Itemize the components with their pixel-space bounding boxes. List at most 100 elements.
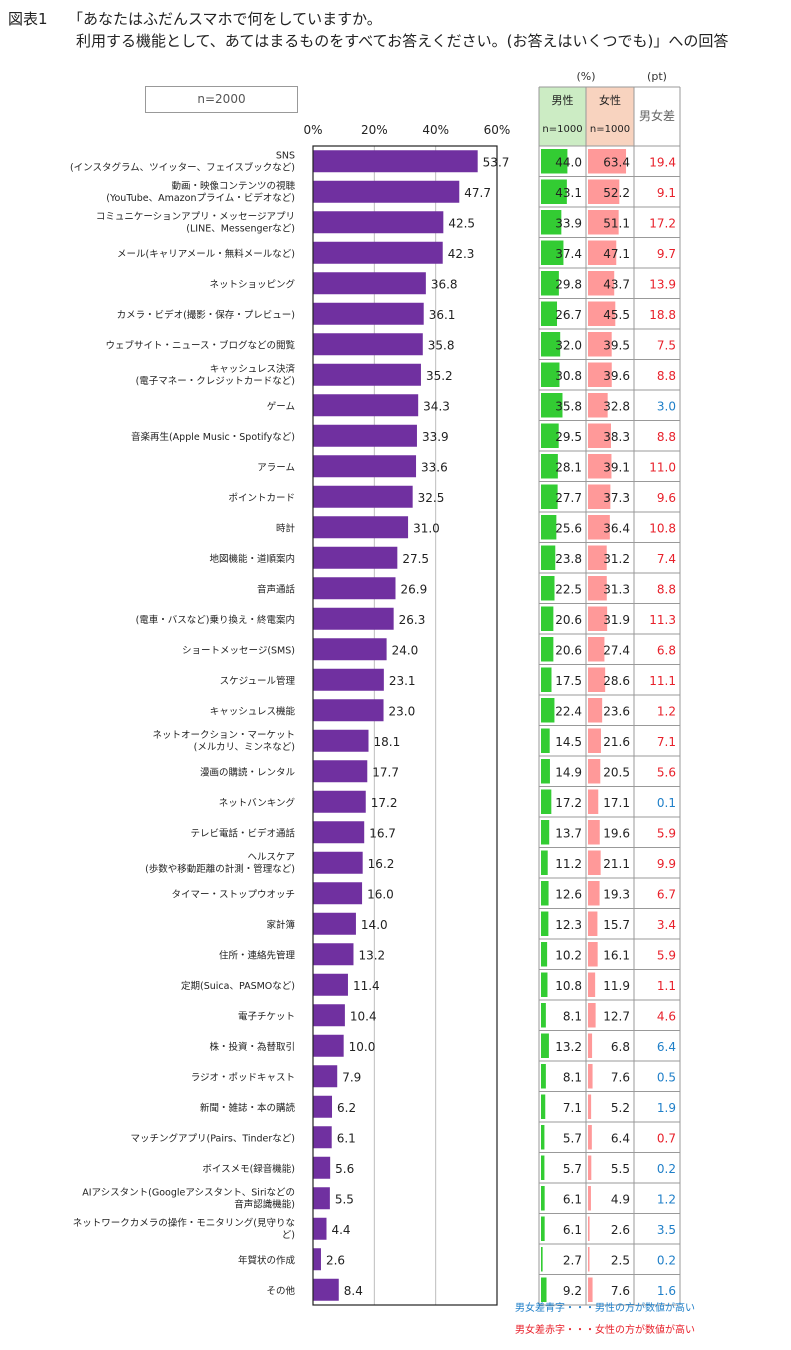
total-value-label: 10.0 — [349, 1040, 376, 1054]
male-bar — [541, 454, 558, 479]
male-bar — [541, 484, 558, 509]
total-value-label: 33.9 — [422, 430, 449, 444]
female-n-label: n=1000 — [590, 124, 630, 135]
male-bar — [541, 210, 562, 235]
diff-value-label: 3.4 — [657, 918, 676, 932]
diff-value-label: 10.8 — [649, 521, 676, 535]
male-value-label: 22.5 — [555, 582, 582, 596]
figure-label: 図表1 — [8, 10, 48, 28]
male-value-label: 20.6 — [555, 643, 582, 657]
female-bar — [588, 454, 612, 479]
female-value-label: 2.6 — [611, 1223, 630, 1237]
male-value-label: 32.0 — [555, 338, 582, 352]
male-bar — [541, 393, 563, 418]
female-value-label: 21.1 — [603, 857, 630, 871]
category-label: 新聞・雑誌・本の購読 — [200, 1102, 296, 1114]
male-bar — [541, 1003, 546, 1028]
male-bar — [541, 423, 559, 448]
diff-value-label: 11.1 — [649, 674, 676, 688]
total-value-label: 24.0 — [392, 643, 419, 657]
female-value-label: 28.6 — [603, 674, 630, 688]
total-bar — [313, 1278, 339, 1301]
male-bar — [541, 820, 550, 845]
total-value-label: 18.1 — [374, 735, 401, 749]
category-label: SNS — [276, 150, 295, 161]
male-value-label: 23.8 — [555, 552, 582, 566]
total-value-label: 16.0 — [367, 887, 394, 901]
male-value-label: 7.1 — [563, 1101, 582, 1115]
male-bar — [541, 240, 564, 265]
diff-value-label: 9.7 — [657, 247, 676, 261]
total-bar — [313, 1126, 332, 1149]
female-value-label: 21.6 — [603, 735, 630, 749]
male-value-label: 22.4 — [555, 704, 582, 718]
male-bar — [541, 179, 567, 204]
female-bar — [588, 881, 600, 906]
category-label: ポイントカード — [228, 493, 295, 504]
total-value-label: 26.9 — [400, 582, 427, 596]
male-value-label: 26.7 — [555, 308, 582, 322]
category-label: ショートメッセージ(SMS) — [182, 645, 295, 656]
total-bar — [313, 821, 365, 844]
total-bar — [313, 485, 413, 508]
total-value-label: 26.3 — [399, 613, 426, 627]
female-bar — [588, 1033, 593, 1058]
total-value-label: 33.6 — [421, 460, 448, 474]
category-label: ネットワークカメラの操作・モニタリング(見守りな — [73, 1217, 295, 1229]
total-bar — [313, 150, 478, 173]
total-bar — [313, 1187, 330, 1210]
female-value-label: 7.6 — [611, 1070, 630, 1084]
male-bar — [541, 637, 554, 662]
female-value-label: 47.1 — [603, 247, 630, 261]
total-value-label: 53.7 — [483, 155, 510, 169]
total-bar — [313, 638, 387, 661]
total-bar — [313, 333, 423, 356]
category-label: 動画・映像コンテンツの視聴 — [171, 180, 295, 192]
total-value-label: 23.0 — [389, 704, 416, 718]
legend-red: 男女差赤字・・・女性の方が数値が高い — [515, 1325, 695, 1336]
total-value-label: 27.5 — [402, 552, 429, 566]
male-value-label: 35.8 — [555, 399, 582, 413]
category-label: ウェブサイト・ニュース・ブログなどの閲覧 — [105, 339, 295, 351]
female-value-label: 38.3 — [603, 430, 630, 444]
male-bar — [541, 301, 558, 326]
total-bar — [313, 424, 417, 447]
total-value-label: 17.2 — [371, 796, 398, 810]
diff-value-label: 5.9 — [657, 948, 676, 962]
total-value-label: 7.9 — [342, 1070, 361, 1084]
category-label: 株・投資・為替取引 — [209, 1041, 295, 1053]
female-value-label: 6.4 — [611, 1131, 630, 1145]
total-value-label: 23.1 — [389, 674, 416, 688]
total-value-label: 6.1 — [337, 1131, 356, 1145]
total-value-label: 32.5 — [418, 491, 445, 505]
category-label: 時計 — [276, 522, 296, 534]
female-value-label: 2.5 — [611, 1253, 630, 1267]
total-bar — [313, 241, 443, 264]
total-bar — [313, 760, 368, 783]
female-value-label: 15.7 — [603, 918, 630, 932]
female-bar — [588, 240, 617, 265]
category-label: ゲーム — [267, 400, 295, 412]
total-bar — [313, 699, 384, 722]
diff-value-label: 1.9 — [657, 1101, 676, 1115]
category-label: (LINE、Messengerなど) — [186, 223, 295, 234]
female-value-label: 17.1 — [603, 796, 630, 810]
female-value-label: 39.6 — [603, 369, 630, 383]
female-bar — [588, 1155, 592, 1180]
male-bar — [541, 789, 552, 814]
total-value-label: 8.4 — [344, 1284, 363, 1298]
male-value-label: 5.7 — [563, 1131, 582, 1145]
female-value-label: 12.7 — [603, 1009, 630, 1023]
diff-value-label: 8.8 — [657, 430, 676, 444]
total-value-label: 36.8 — [431, 277, 458, 291]
diff-value-label: 7.4 — [657, 552, 676, 566]
total-value-label: 14.0 — [361, 918, 388, 932]
female-bar — [588, 698, 603, 723]
total-value-label: 16.2 — [368, 857, 395, 871]
total-bar — [313, 1217, 327, 1240]
diff-value-label: 18.8 — [649, 308, 676, 322]
total-bar — [313, 729, 369, 752]
male-value-label: 37.4 — [555, 247, 582, 261]
female-value-label: 43.7 — [603, 277, 630, 291]
